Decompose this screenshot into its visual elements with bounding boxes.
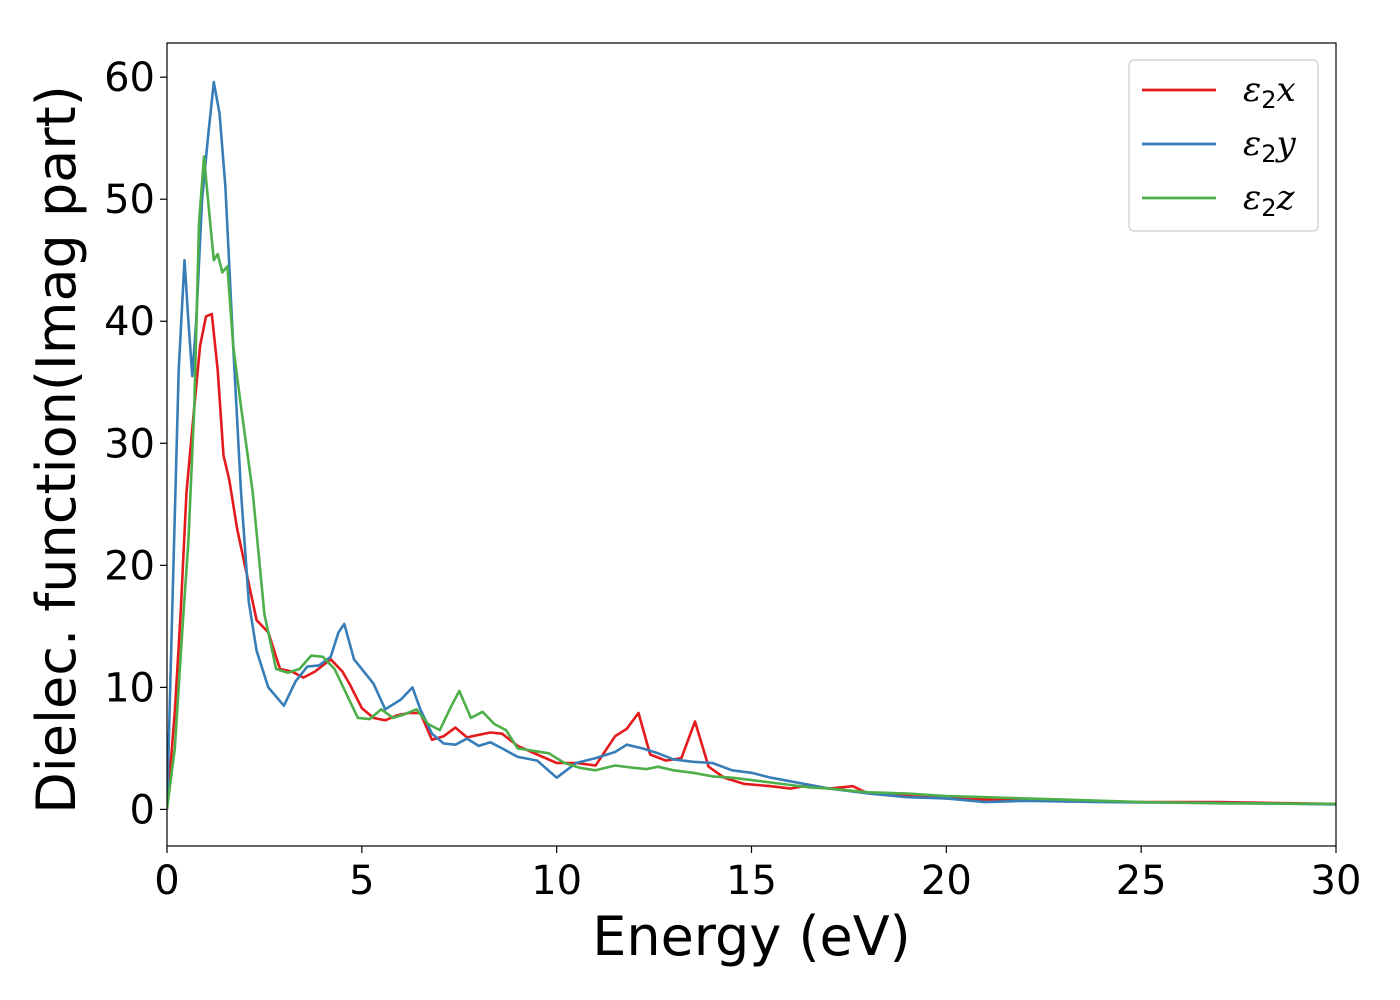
- x-tick-label: 15: [726, 858, 777, 904]
- y-tick-label: 60: [104, 55, 155, 101]
- legend-name: y: [1275, 124, 1297, 164]
- legend-name: x: [1277, 70, 1296, 110]
- legend-box: [1128, 59, 1319, 232]
- legend-symbol: ε: [1243, 70, 1261, 110]
- y-tick-label: 30: [104, 421, 155, 467]
- legend-symbol: ε: [1243, 178, 1261, 218]
- legend-entry-y: ε2y: [1142, 124, 1297, 168]
- y-tick-label: 10: [104, 665, 155, 711]
- x-tick-label: 25: [1116, 858, 1167, 904]
- legend-label: ε2x: [1243, 70, 1296, 114]
- series-line-y: [167, 80, 1336, 810]
- x-tick-label: 10: [531, 858, 582, 904]
- legend-subscript: 2: [1261, 86, 1276, 114]
- legend-entry-z: ε2z: [1142, 178, 1296, 222]
- legend-symbol: ε: [1243, 124, 1261, 164]
- x-tick-label: 5: [349, 858, 374, 904]
- legend-subscript: 2: [1261, 140, 1276, 168]
- y-axis-title: Dielec. function(Imag part): [25, 85, 88, 814]
- series-line-z: [167, 155, 1336, 810]
- x-axis-title: Energy (eV): [592, 905, 911, 968]
- legend-label: ε2y: [1243, 124, 1297, 168]
- series-layer: [167, 80, 1336, 810]
- x-ticks: 0 5 10 15 20 25 30: [154, 846, 1361, 904]
- y-tick-label: 0: [130, 787, 155, 833]
- legend-subscript: 2: [1261, 194, 1276, 222]
- x-tick-label: 0: [154, 858, 179, 904]
- legend-entry-x: ε2x: [1142, 70, 1296, 114]
- legend-label: ε2z: [1243, 178, 1296, 222]
- y-tick-label: 50: [104, 177, 155, 223]
- x-tick-label: 20: [921, 858, 972, 904]
- y-ticks: 0 10 20 30 40 50 60: [104, 55, 167, 833]
- y-tick-label: 40: [104, 299, 155, 345]
- x-tick-label: 30: [1311, 858, 1362, 904]
- y-tick-label: 20: [104, 543, 155, 589]
- legend-name: z: [1276, 178, 1296, 218]
